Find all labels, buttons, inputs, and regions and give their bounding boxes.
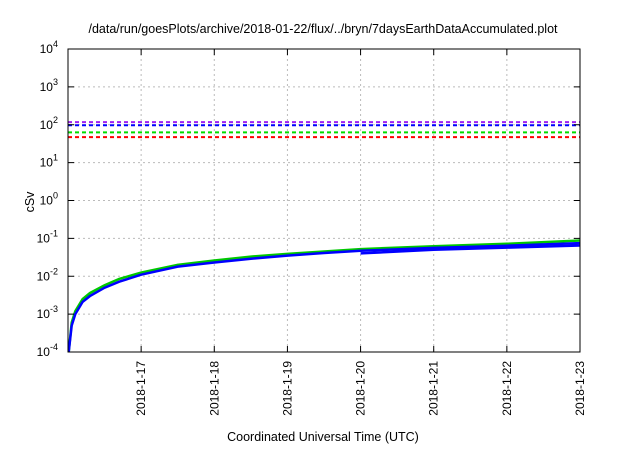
y-tick-label: 10-2 xyxy=(37,266,58,283)
x-tick-label: 2018-1-19 xyxy=(280,361,294,416)
series-line-blue xyxy=(67,241,581,353)
y-tick-label: 10-3 xyxy=(37,304,58,321)
x-tick-label: 2018-1-20 xyxy=(354,361,368,416)
y-tick-label: 10-1 xyxy=(37,228,58,245)
y-tick-label: 101 xyxy=(40,153,58,170)
y-tick-label: 10-4 xyxy=(37,342,58,359)
x-tick-label: 2018-1-21 xyxy=(427,361,441,416)
chart-title: /data/run/goesPlots/archive/2018-01-22/f… xyxy=(88,22,558,36)
y-tick-label: 103 xyxy=(40,77,58,94)
y-tick-label: 102 xyxy=(40,115,58,132)
x-axis-label: Coordinated Universal Time (UTC) xyxy=(227,430,419,444)
x-tick-label: 2018-1-17 xyxy=(134,361,148,416)
y-axis-label: cSv xyxy=(23,191,37,213)
x-tick-label: 2018-1-23 xyxy=(573,361,587,416)
x-tick-label: 2018-1-18 xyxy=(207,361,221,416)
series-line-green xyxy=(67,239,581,353)
x-tick-label: 2018-1-22 xyxy=(500,361,514,416)
series-line-blue-2 xyxy=(360,244,581,255)
y-tick-label: 104 xyxy=(40,39,58,56)
y-tick-label: 100 xyxy=(40,191,58,208)
